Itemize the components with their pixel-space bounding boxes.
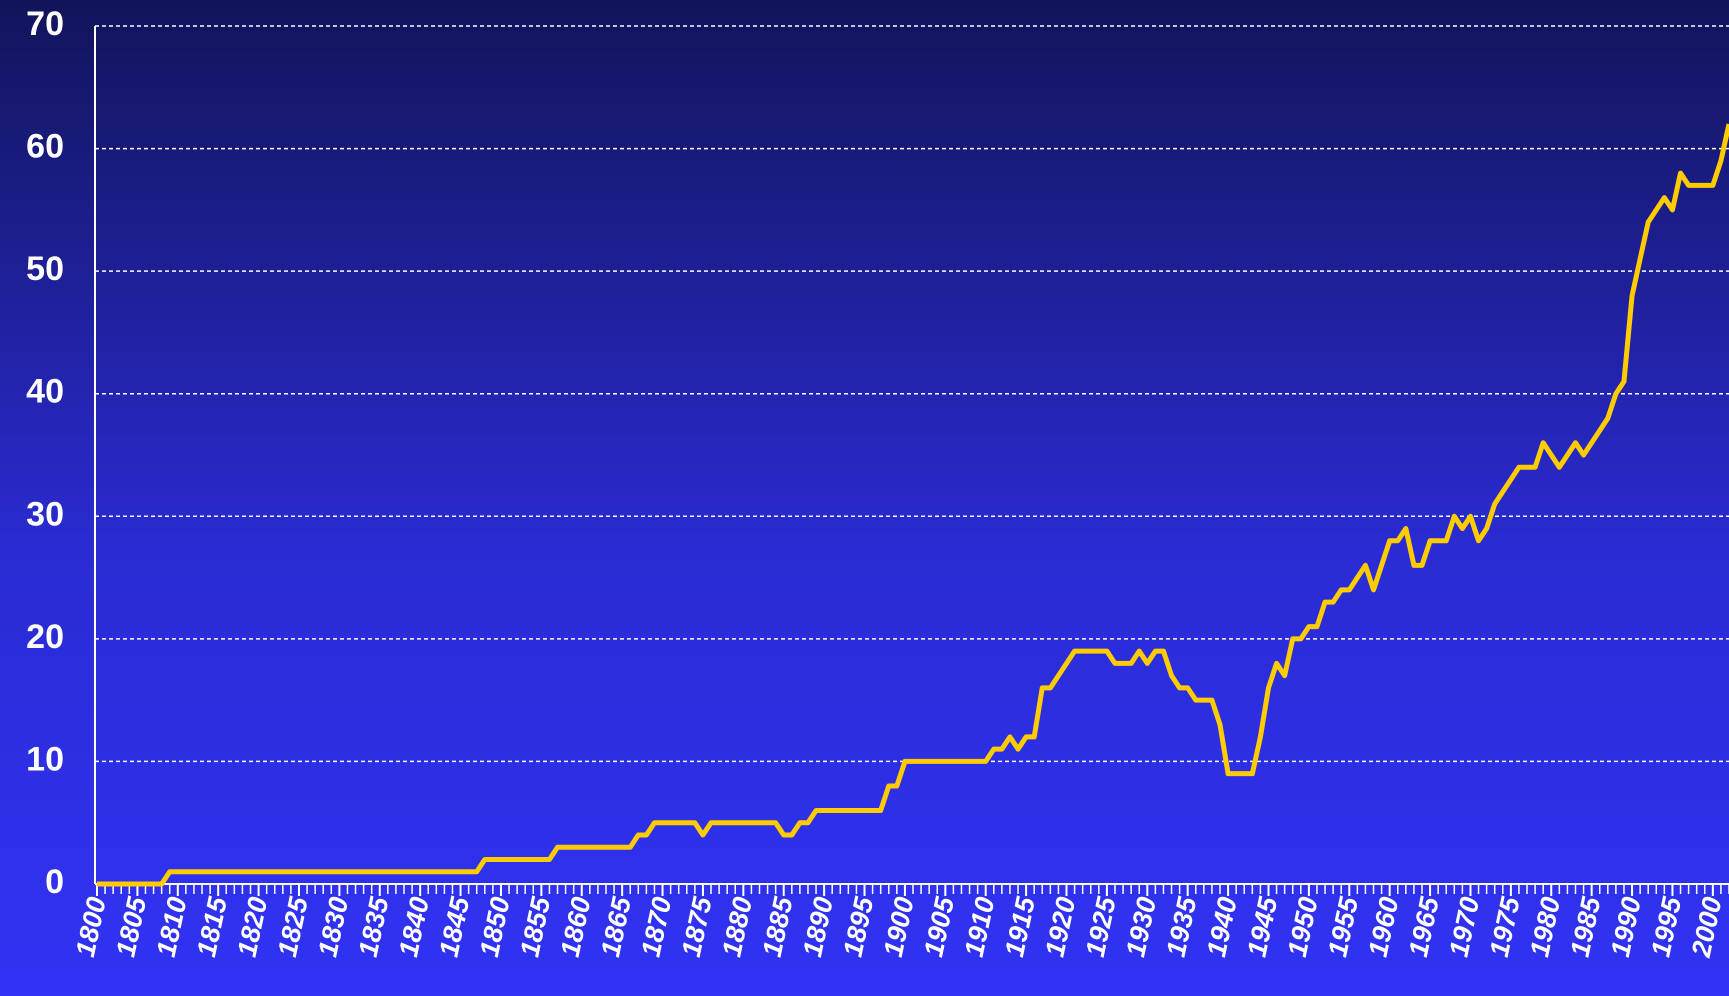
x-tick-label: 1840 <box>393 894 435 959</box>
x-tick-label: 1850 <box>474 894 516 959</box>
x-tick-label: 1800 <box>70 894 112 959</box>
x-tick-label: 1985 <box>1565 894 1607 960</box>
y-tick-label: 0 <box>45 863 64 901</box>
x-tick-label: 1815 <box>191 894 233 960</box>
x-tick-label: 1835 <box>353 894 395 960</box>
data-line <box>97 123 1729 887</box>
x-tick-label: 1805 <box>110 894 152 960</box>
x-tick-label: 1995 <box>1645 894 1687 960</box>
x-tick-label: 1880 <box>716 894 758 959</box>
y-tick-label: 30 <box>26 495 64 533</box>
x-tick-label: 1980 <box>1524 894 1566 959</box>
x-tick-label: 1960 <box>1363 894 1405 959</box>
y-tick-label: 50 <box>26 250 64 288</box>
y-tick-label: 40 <box>26 373 64 411</box>
x-tick-label: 1970 <box>1443 894 1485 959</box>
x-tick-label: 1940 <box>1201 894 1243 959</box>
x-tick-label: 1825 <box>272 894 314 960</box>
x-tick-label: 2000 <box>1686 894 1728 960</box>
x-tick-label: 1975 <box>1484 894 1526 960</box>
x-tick-label: 1865 <box>595 894 637 960</box>
x-tick-label: 1830 <box>312 894 354 959</box>
x-tick-label: 1925 <box>1080 894 1122 960</box>
x-tick-label: 1845 <box>434 894 476 960</box>
x-tick-label: 1935 <box>1161 894 1203 960</box>
y-tick-label: 70 <box>26 5 64 43</box>
x-tick-label: 1950 <box>1282 894 1324 959</box>
x-tick-label: 1885 <box>757 894 799 960</box>
x-tick-label: 1890 <box>797 894 839 959</box>
x-tick-label: 1855 <box>514 894 556 960</box>
x-tick-label: 1895 <box>838 894 880 960</box>
x-tick-label: 1820 <box>232 894 274 959</box>
x-tick-label: 1870 <box>636 894 678 959</box>
y-tick-label: 20 <box>26 618 64 656</box>
x-tick-label: 1910 <box>959 894 1001 959</box>
y-tick-label: 60 <box>26 128 64 166</box>
x-tick-label: 1900 <box>878 894 920 959</box>
x-tick-label: 1955 <box>1322 894 1364 960</box>
x-tick-label: 1920 <box>1040 894 1082 959</box>
x-tick-label: 1930 <box>1120 894 1162 959</box>
x-tick-label: 1990 <box>1605 894 1647 959</box>
x-tick-label: 1965 <box>1403 894 1445 960</box>
x-tick-label: 1810 <box>151 894 193 959</box>
x-tick-label: 1915 <box>999 894 1041 960</box>
x-tick-label: 1860 <box>555 894 597 959</box>
x-tick-label: 1875 <box>676 894 718 960</box>
x-tick-label: 1905 <box>918 894 960 960</box>
y-tick-label: 10 <box>26 740 64 778</box>
x-tick-label: 1945 <box>1241 894 1283 960</box>
